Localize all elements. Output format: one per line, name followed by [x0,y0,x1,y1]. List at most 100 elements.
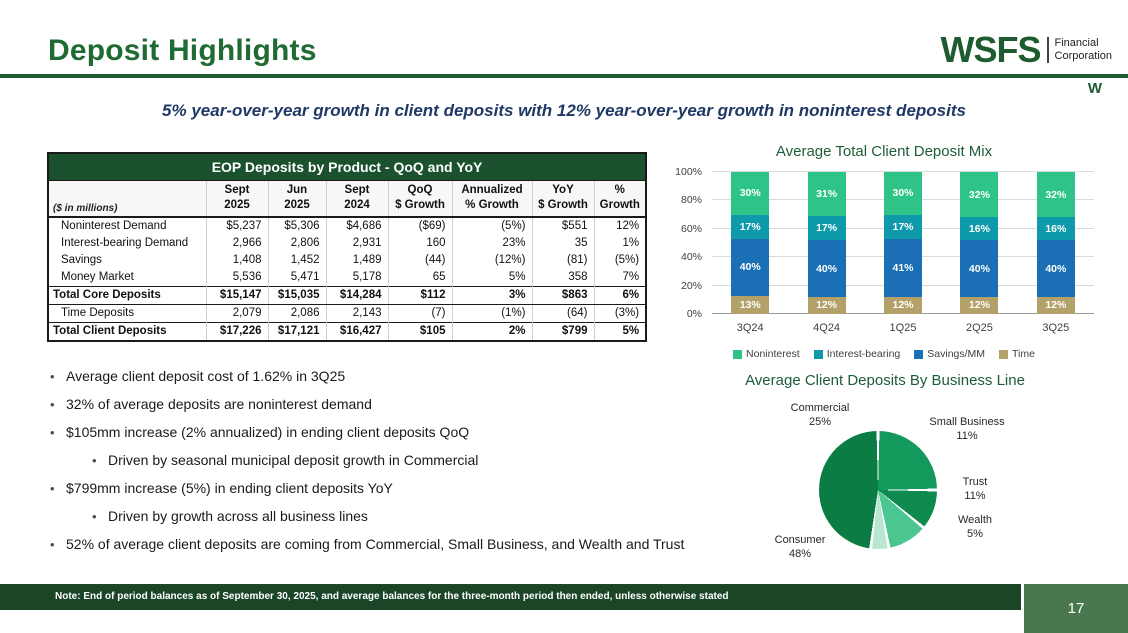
segment-noninterest: 32% [1036,172,1075,218]
segment-time: 12% [807,296,846,314]
cell: $551 [531,216,594,235]
cell: (81) [531,251,594,269]
segment-savings-mm: 40% [1036,240,1075,297]
bullet-item: • $105mm increase (2% annualized) in endi… [50,424,710,441]
header-divider [0,74,1128,78]
cell: 7% [593,268,647,287]
y-tick-label: 40% [680,251,702,264]
cell: (5%) [593,251,647,269]
x-tick-label: 3Q25 [1042,322,1070,334]
x-tick-label: 3Q24 [736,322,764,334]
cell: (64) [531,304,594,323]
cell: $17,121 [267,321,326,342]
cell: 5% [593,321,647,342]
x-axis: 3Q24 4Q24 1Q25 2Q25 3Q25 [712,322,1094,334]
cell: $16,427 [325,321,388,342]
wsfs-logo: WSFS Financial Corporation [941,32,1112,68]
row-label: Money Market [48,268,206,287]
legend-swatch-icon [813,349,823,359]
bullet-marker-icon: • [50,537,55,552]
y-tick-label: 80% [680,194,702,207]
bar-3q24: 13% 40% 17% 30% [712,172,788,314]
segment-noninterest: 31% [807,172,846,217]
legend-item-noninterest: Noninterest [733,348,800,360]
footer: Note: End of period balances as of Septe… [0,584,1128,610]
table-row-money-market: Money Market 5,536 5,471 5,178 65 5% 358 7% [48,268,647,287]
cell: 1% [593,234,647,252]
bullet-marker-icon: • [50,425,55,440]
bar-2q25: 12% 40% 16% 32% [941,172,1017,314]
segment-savings-mm: 41% [884,238,923,297]
legend-item-savings-mm: Savings/MM [914,348,985,360]
cell: $4,686 [325,216,388,235]
table-row-savings: Savings 1,408 1,452 1,489 (44) (12%) (81) (5%) [48,251,647,269]
row-label: Savings [48,251,206,269]
segment-savings-mm: 40% [807,240,846,297]
bullet-item: • $799mm increase (5%) in ending client d… [50,480,710,497]
pie [819,431,937,549]
bullet-item: • Average client deposit cost of 1.62% in… [50,368,710,385]
pie-chart-title: Average Client Deposits By Business Line [745,372,1025,389]
bullet-text: $105mm increase (2% annualized) in endin… [66,424,470,440]
cell: 2,143 [325,304,388,323]
bar-1q25: 12% 41% 17% 30% [865,172,941,314]
bullet-item: • 32% of average deposits are noninterest… [50,396,710,413]
cell: $15,147 [205,285,268,305]
segment-time: 12% [884,296,923,314]
segment-interest-bearing: 16% [960,217,999,241]
cell: 1,408 [205,251,268,269]
x-tick-label: 2Q25 [965,322,993,334]
legend-swatch-icon [914,349,924,359]
cell: ($69) [387,216,452,235]
y-tick-label: 20% [680,279,702,292]
cell: 1,489 [325,251,388,269]
segment-savings-mm: 40% [731,238,770,296]
bullet-text: $799mm increase (5%) in ending client de… [66,480,393,496]
segment-interest-bearing: 17% [731,214,770,239]
y-tick-label: 0% [686,308,702,320]
bullet-text: 52% of average client deposits are comin… [66,536,685,552]
bullet-item: • Driven by seasonal municipal deposit gr… [92,452,710,469]
cell: 5% [451,268,532,287]
column-header-sept: Sept 2024 [325,180,388,218]
cell: $5,306 [267,216,326,235]
column-header-qoq: QoQ $ Growth [387,180,452,218]
pie-label-consumer: Consumer 48% [774,534,826,561]
column-header-jun: Jun 2025 [267,180,326,218]
legend-item-interest-bearing: Interest-bearing [813,348,900,360]
table-row-noninterest-demand: Noninterest Demand $5,237 $5,306 $4,686 ($69… [48,216,647,235]
cell: (1%) [451,304,532,323]
bullet-marker-icon: • [50,481,55,496]
cell: 2,931 [325,234,388,252]
cell: 23% [451,234,532,252]
segment-time: 13% [731,295,770,314]
table-row-total-core-deposits: Total Core Deposits $15,147 $15,035 $14,284… [48,285,647,305]
bullet-text: Average client deposit cost of 1.62% in … [66,368,346,384]
cell: 5,178 [325,268,388,287]
bullet-item: • 52% of average client deposits are comi… [50,536,710,553]
table-row-interest-bearing-demand: Interest-bearing Demand 2,966 2,806 2,931 16… [48,234,647,252]
column-header--: % Growth [593,180,647,218]
column-header-sept: Sept 2025 [205,180,268,218]
cell: (44) [387,251,452,269]
deposit-mix-bar-chart: Average Total Client Deposit Mix 0% 20% 40… [660,143,1108,362]
bullet-text: Driven by seasonal municipal deposit gro… [108,452,479,468]
pie-label-wealth: Wealth 5% [957,514,993,541]
bar-3q25: 12% 40% 16% 32% [1018,172,1094,314]
segment-time: 12% [1036,296,1075,314]
cell: $15,035 [267,285,326,305]
cell: 2,079 [205,304,268,323]
table-row-time-deposits: Time Deposits 2,079 2,086 2,143 (7) (1%) (64)(… [48,304,647,323]
bullet-text: 32% of average deposits are noninterest … [66,396,372,412]
cell: 160 [387,234,452,252]
segment-savings-mm: 40% [960,240,999,297]
bullet-text: Driven by growth across all business lin… [108,508,368,524]
chart-legend: Noninterest Interest-bearing Savings/MM Tim… [660,348,1108,360]
cell: $112 [387,285,452,305]
bullet-marker-icon: • [50,397,55,412]
bar-chart-title: Average Total Client Deposit Mix [775,143,993,160]
segment-interest-bearing: 17% [807,216,846,241]
deposits-table: EOP Deposits by Product - QoQ and YoY ($ … [47,152,648,342]
cell: 6% [593,285,647,305]
